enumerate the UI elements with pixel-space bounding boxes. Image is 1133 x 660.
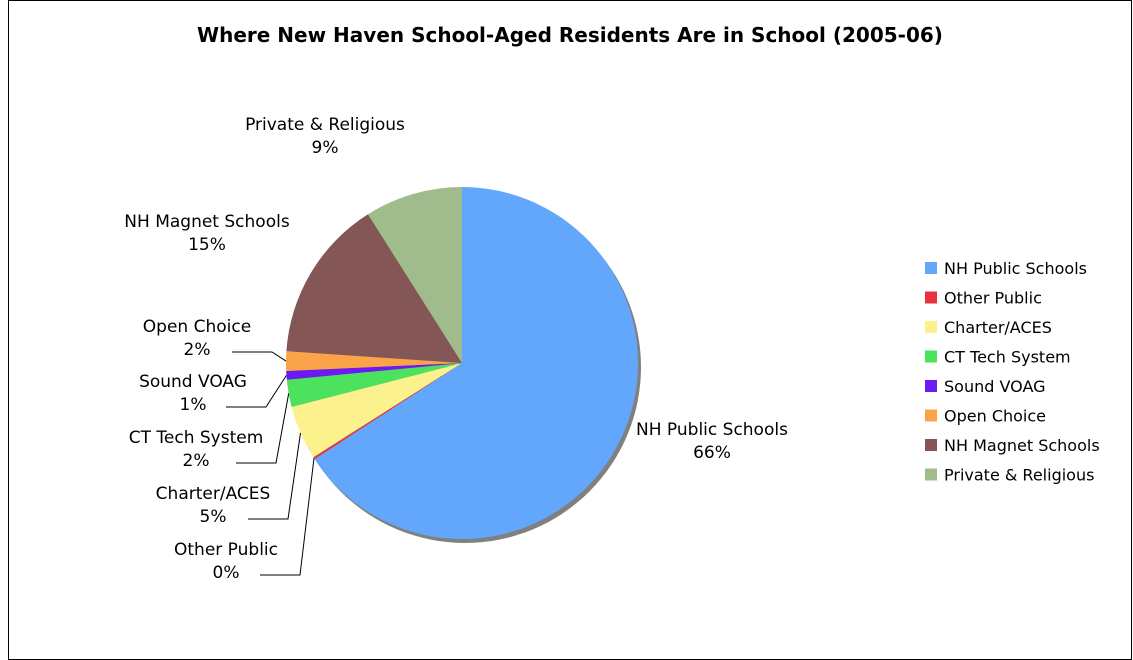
slice-charter-aces bbox=[291, 363, 462, 458]
legend-swatch-other-public bbox=[925, 291, 937, 304]
slice-percent-label-charter-aces: 5% bbox=[200, 507, 227, 527]
slice-percent-label-nh-public-schools: 66% bbox=[693, 443, 731, 463]
slice-name-label-private-and-religious: Private & Religious bbox=[245, 115, 405, 135]
legend-swatch-private-and-religious bbox=[925, 468, 937, 481]
leader-line-other-public bbox=[260, 458, 315, 576]
legend-label-nh-magnet-schools: NH Magnet Schools bbox=[944, 436, 1100, 455]
legend-swatch-nh-magnet-schools bbox=[925, 439, 937, 451]
legend-swatch-ct-tech-system bbox=[925, 350, 937, 363]
legend-label-nh-public-schools: NH Public Schools bbox=[944, 259, 1087, 278]
slice-other-public bbox=[313, 363, 462, 460]
slice-name-label-other-public: Other Public bbox=[174, 540, 278, 560]
slice-nh-public-schools bbox=[314, 187, 639, 539]
slice-percent-label-private-and-religious: 9% bbox=[312, 138, 339, 158]
legend-swatch-open-choice bbox=[925, 409, 937, 422]
slice-name-label-nh-magnet-schools: NH Magnet Schools bbox=[124, 212, 290, 232]
slice-ct-tech-system bbox=[286, 363, 462, 407]
legend-swatch-charter-aces bbox=[925, 321, 937, 333]
legend-swatch-nh-public-schools bbox=[925, 262, 937, 274]
slice-private-and-religious bbox=[367, 187, 462, 363]
slice-percent-label-open-choice: 2% bbox=[184, 340, 211, 360]
slice-percent-label-sound-voag: 1% bbox=[180, 395, 207, 415]
leader-line-open-choice bbox=[232, 351, 287, 362]
slice-name-label-nh-public-schools: NH Public Schools bbox=[636, 420, 788, 440]
slice-percent-label-nh-magnet-schools: 15% bbox=[188, 235, 226, 255]
leader-line-sound-voag bbox=[226, 375, 287, 408]
legend-label-private-and-religious: Private & Religious bbox=[944, 466, 1094, 485]
legend-label-open-choice: Open Choice bbox=[944, 407, 1046, 426]
leader-line-charter-aces bbox=[248, 432, 301, 520]
legend-label-charter-aces: Charter/ACES bbox=[944, 318, 1052, 337]
slice-name-label-ct-tech-system: CT Tech System bbox=[129, 428, 264, 448]
slice-sound-voag bbox=[286, 363, 462, 380]
legend-label-other-public: Other Public bbox=[944, 289, 1042, 308]
slice-name-label-open-choice: Open Choice bbox=[143, 317, 251, 337]
legend-label-sound-voag: Sound VOAG bbox=[944, 377, 1046, 396]
slice-nh-magnet-schools bbox=[286, 214, 462, 363]
leader-line-ct-tech-system bbox=[236, 393, 290, 464]
slice-open-choice bbox=[285, 351, 462, 371]
legend-swatch-sound-voag bbox=[925, 380, 937, 392]
slice-name-label-sound-voag: Sound VOAG bbox=[139, 372, 247, 392]
slice-percent-label-ct-tech-system: 2% bbox=[183, 451, 210, 471]
chart-title: Where New Haven School-Aged Residents Ar… bbox=[197, 23, 943, 47]
legend-label-ct-tech-system: CT Tech System bbox=[944, 348, 1071, 367]
slice-name-label-charter-aces: Charter/ACES bbox=[156, 484, 271, 504]
slice-percent-label-other-public: 0% bbox=[213, 563, 240, 583]
